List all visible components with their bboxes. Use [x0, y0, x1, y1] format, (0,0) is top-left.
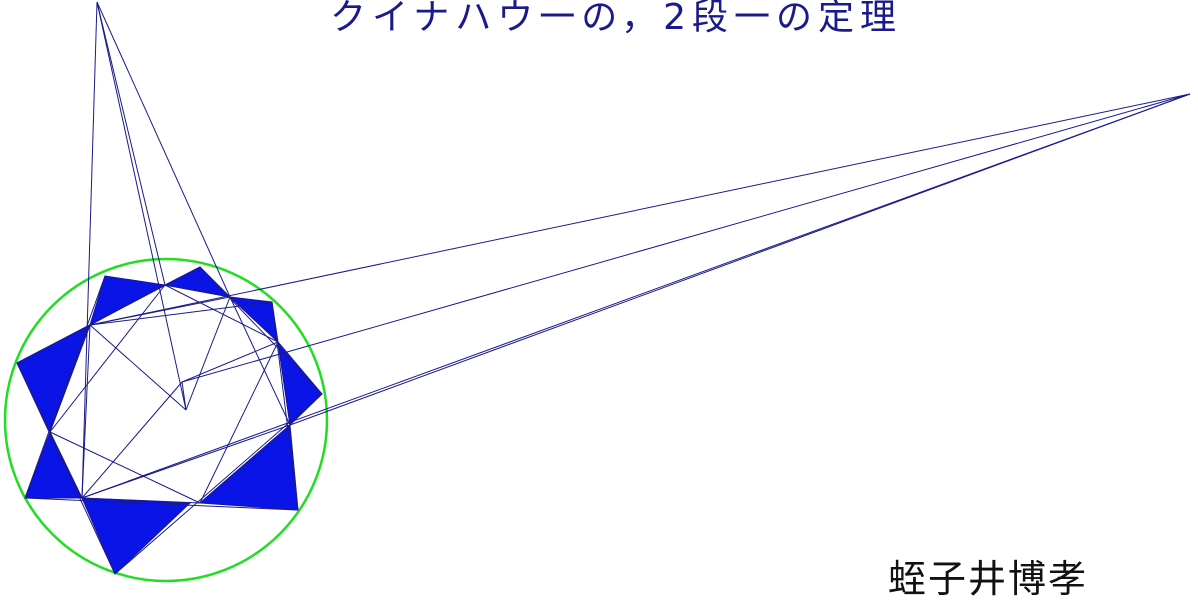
- projection-line: [89, 93, 1191, 326]
- construction-line: [16, 266, 201, 364]
- circumcircle: [3, 257, 329, 583]
- construction-line: [199, 341, 279, 504]
- right-vertex-lines: [81, 93, 1191, 499]
- star-triangle: [198, 423, 299, 511]
- construction-line: [49, 431, 83, 499]
- construction-line: [24, 497, 299, 511]
- star-triangles: [16, 266, 323, 575]
- projection-line: [96, 1, 231, 298]
- upper-vertex-lines: [81, 1, 231, 499]
- construction-line: [199, 266, 323, 395]
- construction-line: [81, 381, 183, 499]
- inner-construction-lines: [16, 266, 323, 575]
- projection-line: [96, 1, 187, 411]
- construction-line: [185, 296, 231, 411]
- construction-line: [181, 341, 279, 383]
- construction-line: [89, 324, 187, 411]
- construction-line: [277, 341, 291, 426]
- construction-line: [271, 301, 299, 511]
- projection-line: [81, 1, 98, 499]
- projection-line: [96, 1, 166, 286]
- construction-line: [164, 284, 231, 298]
- construction-line: [89, 301, 273, 326]
- construction-line: [229, 296, 291, 426]
- projection-line: [81, 93, 1191, 499]
- diagram-title: クイナハウ一の，2段一の定理: [330, 0, 903, 38]
- construction-line: [49, 324, 91, 433]
- construction-line: [81, 497, 201, 504]
- star-triangle: [16, 323, 91, 434]
- construction-line: [164, 284, 279, 343]
- geometry-diagram: [3, 1, 1191, 583]
- construction-line: [49, 284, 166, 433]
- construction-line: [229, 296, 279, 343]
- star-triangle: [163, 266, 232, 298]
- construction-line: [24, 275, 106, 499]
- construction-line: [49, 431, 201, 504]
- projection-line: [181, 93, 1191, 383]
- star-triangle: [81, 497, 192, 575]
- construction-line: [199, 424, 291, 504]
- construction-line: [16, 362, 116, 575]
